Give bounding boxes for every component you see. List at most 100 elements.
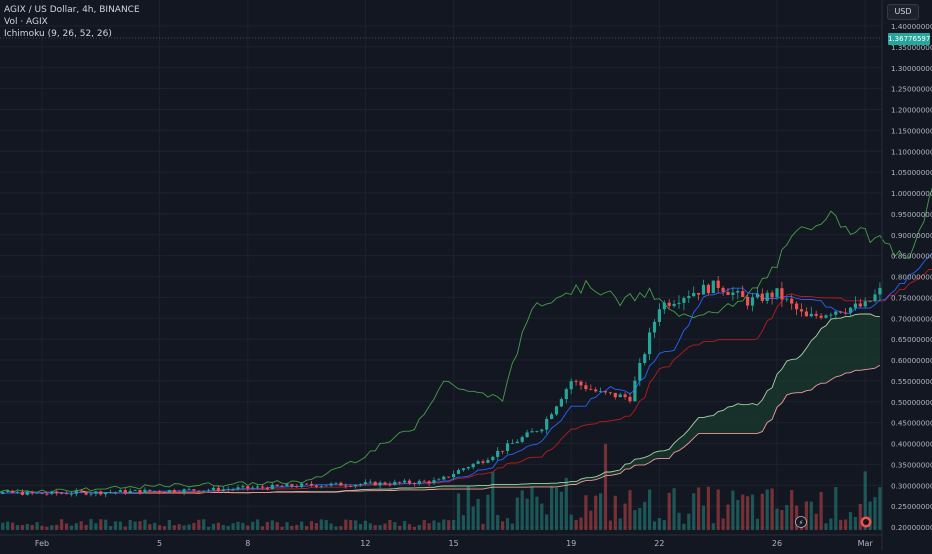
candle-body — [256, 486, 260, 488]
candle-body — [55, 491, 59, 494]
candle-body — [726, 291, 730, 295]
volume-bar — [750, 494, 755, 530]
price-tick-label: 0.70000000 — [891, 314, 932, 323]
candle-body — [819, 315, 823, 318]
volume-bar — [45, 526, 49, 530]
candle-body — [20, 491, 24, 495]
candle-body — [118, 490, 122, 492]
volume-bar — [633, 510, 637, 530]
candle-body — [853, 303, 857, 308]
candle-body — [143, 489, 147, 494]
candle-body — [295, 486, 299, 488]
price-tick-label: 0.40000000 — [891, 440, 932, 449]
candle-body — [412, 483, 416, 485]
candle-body — [736, 291, 740, 293]
candle-body — [785, 298, 789, 300]
price-tick-label: 0.35000000 — [891, 460, 932, 469]
candle-body — [148, 489, 152, 492]
lagging-span — [0, 187, 932, 494]
candle-body — [113, 491, 118, 493]
volume-bar — [618, 518, 622, 530]
candle-body — [466, 467, 470, 469]
time-axis: Feb581215192226Mar4711 — [0, 534, 882, 548]
candle-body — [99, 491, 103, 495]
volume-bar — [123, 526, 127, 530]
volume-bar — [662, 519, 666, 530]
candle-body — [697, 292, 701, 295]
candle-body — [344, 485, 348, 487]
volume-bar — [329, 523, 333, 530]
volume-bar — [207, 526, 211, 530]
volume-bar — [623, 503, 627, 530]
symbol-title[interactable]: AGIX / US Dollar, 4h, BINANCE — [4, 5, 140, 15]
volume-bar — [226, 525, 230, 530]
volume-bar — [442, 519, 446, 530]
candle-body — [197, 490, 201, 492]
candle-body — [584, 385, 588, 390]
candle-body — [545, 418, 549, 430]
volume-bar — [246, 525, 250, 530]
candle-body — [456, 470, 461, 474]
candle-body — [623, 394, 627, 397]
currency-button[interactable]: USD — [887, 4, 919, 20]
volume-bar — [559, 491, 563, 530]
volume-bar — [829, 518, 833, 530]
volume-bar — [795, 505, 799, 530]
volume-bar — [422, 520, 426, 530]
volume-bar — [652, 521, 657, 530]
volume-bar — [844, 519, 848, 530]
volume-bar — [270, 520, 274, 530]
candle-body — [172, 490, 176, 493]
volume-bar — [407, 524, 412, 530]
candle-body — [648, 332, 652, 355]
volume-legend[interactable]: Vol · AGIX — [4, 17, 48, 27]
volume-bar — [554, 487, 559, 530]
volume-bar — [858, 503, 862, 530]
volume-bar — [594, 495, 598, 530]
volume-bar — [535, 496, 539, 530]
candle-body — [270, 484, 274, 490]
candle-body — [741, 291, 745, 297]
volume-bar — [192, 522, 196, 530]
volume-bar — [456, 493, 461, 530]
candle-body — [89, 493, 93, 495]
candle-body — [520, 437, 524, 442]
volume-bar — [785, 504, 789, 530]
candle-body — [167, 490, 171, 493]
price-tick-label: 1.10000000 — [891, 147, 932, 156]
volume-bar — [295, 524, 299, 530]
volume-bar — [211, 523, 216, 530]
ichimoku-legend[interactable]: Ichimoku (9, 26, 52, 26) — [4, 29, 112, 39]
candle-body — [755, 293, 759, 298]
volume-bar — [608, 520, 612, 530]
volume-bar — [177, 524, 181, 530]
candle-body — [260, 486, 265, 488]
volume-bar — [275, 522, 279, 530]
candle-body — [246, 486, 250, 489]
candle-body — [280, 485, 284, 487]
volume-bar — [491, 471, 495, 530]
candle-body — [515, 441, 519, 444]
candle-body — [535, 431, 539, 432]
volume-bar — [202, 519, 206, 530]
candle-body — [804, 311, 808, 317]
price-tick-label: 0.95000000 — [891, 210, 932, 219]
candle-body — [211, 487, 216, 490]
candle-body — [564, 389, 568, 400]
candle-body — [618, 394, 622, 398]
candle-body — [844, 312, 848, 314]
candle-body — [300, 483, 304, 487]
volume-bar — [824, 523, 828, 530]
candle-body — [1, 491, 5, 494]
candle-body — [461, 468, 465, 471]
volume-bar — [35, 522, 39, 530]
candle-body — [398, 481, 402, 483]
candle-body — [437, 479, 441, 481]
candle-body — [94, 491, 98, 494]
volume-bar — [804, 501, 808, 530]
candle-body — [667, 302, 671, 306]
volume-bar — [334, 526, 338, 530]
candle-body — [731, 292, 735, 295]
